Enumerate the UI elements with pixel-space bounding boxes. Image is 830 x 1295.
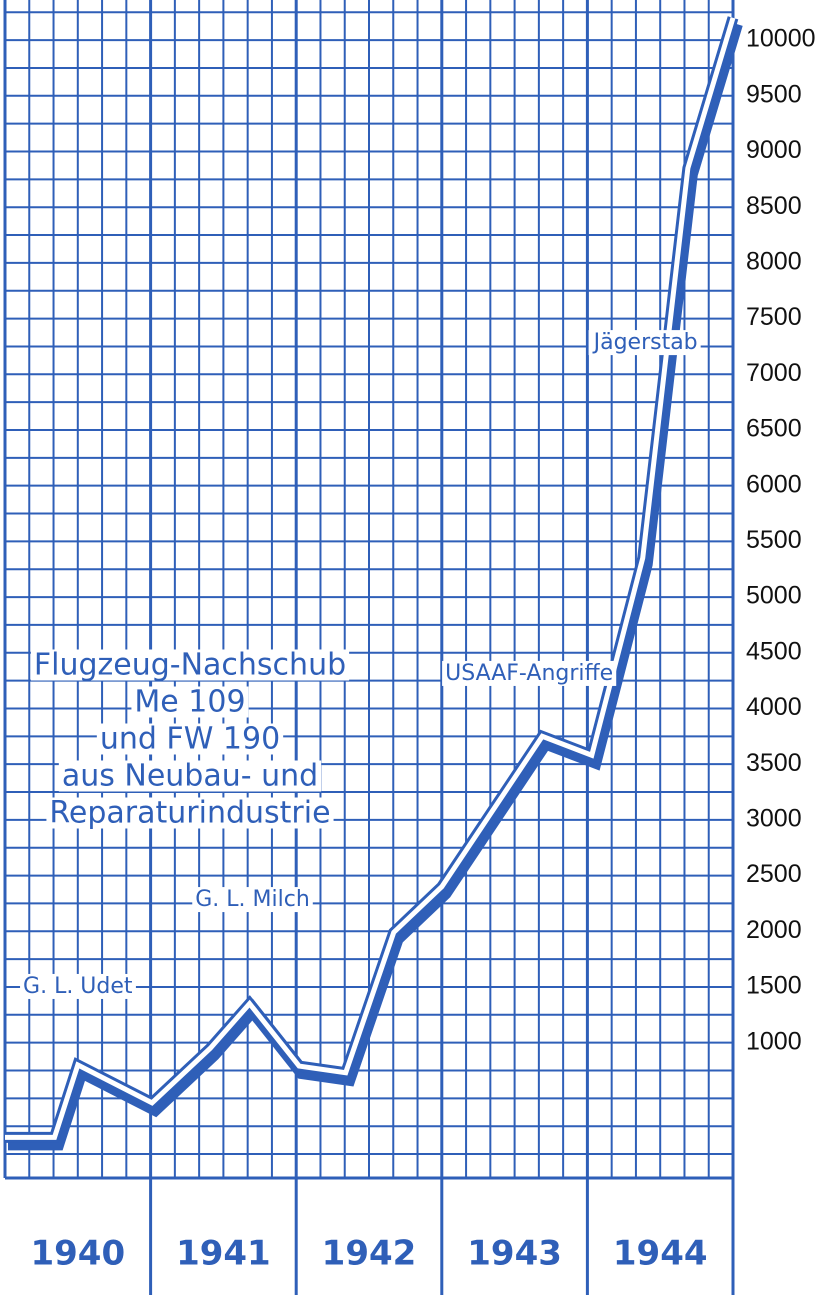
annotation: USAAF-Angriffe	[445, 661, 613, 686]
y-tick-label: 9500	[746, 80, 802, 108]
y-tick-label: 1500	[746, 972, 802, 1000]
chart-title: Reparaturindustrie	[49, 796, 330, 831]
chart: 1000 1500 2000 2500 3000 3500 4000 4500 5000 5500…	[0, 0, 830, 1295]
annotation: G. L. Milch	[195, 887, 310, 912]
y-tick-label: 3500	[746, 749, 802, 777]
chart-title: Flugzeug-Nachschub	[34, 648, 346, 683]
x-tick-label: 1940	[30, 1234, 125, 1274]
y-tick-label: 7500	[746, 303, 802, 331]
x-tick-label: 1942	[322, 1234, 417, 1274]
y-tick-label: 8000	[746, 248, 802, 276]
chart-title: aus Neubau- und	[62, 759, 318, 794]
y-tick-label: 2500	[746, 860, 802, 888]
y-tick-label: 6500	[746, 415, 802, 443]
y-tick-label: 7000	[746, 359, 802, 387]
x-tick-label: 1944	[613, 1234, 708, 1274]
chart-title: und FW 190	[100, 722, 280, 757]
annotation: Jägerstab	[592, 330, 698, 355]
x-tick-label: 1943	[467, 1234, 562, 1274]
annotation: G. L. Udet	[23, 974, 133, 999]
y-tick-label: 6000	[746, 470, 802, 498]
y-tick-label: 10000	[746, 25, 816, 53]
y-tick-label: 2000	[746, 916, 802, 944]
y-tick-label: 4500	[746, 637, 802, 665]
y-tick-label: 5000	[746, 582, 802, 610]
y-tick-label: 1000	[746, 1027, 802, 1055]
y-tick-label: 9000	[746, 136, 802, 164]
y-tick-label: 8500	[746, 192, 802, 220]
chart-title: Me 109	[134, 685, 245, 720]
y-tick-label: 4000	[746, 693, 802, 721]
x-tick-label: 1941	[176, 1234, 271, 1274]
y-tick-label: 3000	[746, 804, 802, 832]
y-tick-label: 5500	[746, 526, 802, 554]
